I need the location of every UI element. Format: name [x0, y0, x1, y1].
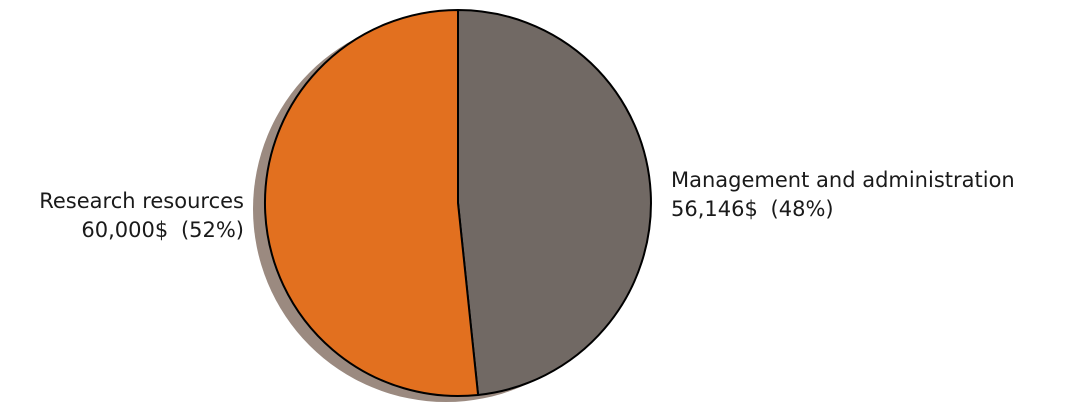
slice-label-management: Management and administration — [671, 168, 1015, 192]
pie-slice-management-and-administration — [457, 9, 652, 396]
slice-name-research: Research resources — [39, 189, 244, 213]
pie-labels: Management and administration 56,146$ (4… — [39, 168, 1015, 242]
slice-name-management: Management and administration — [671, 168, 1015, 192]
slice-label-research: Research resources — [39, 189, 244, 213]
slice-percent-research: (52%) — [181, 218, 244, 242]
slice-value-research: 60,000$ — [81, 218, 168, 242]
pie-slices — [264, 9, 652, 397]
slice-value-label-management: 56,146$ (48%) — [671, 197, 834, 221]
pie-slice-research-resources — [264, 9, 480, 397]
slice-percent-management: (48%) — [771, 197, 834, 221]
slice-value-management: 56,146$ — [671, 197, 758, 221]
slice-value-label-research: 60,000$ (52%) — [81, 218, 244, 242]
